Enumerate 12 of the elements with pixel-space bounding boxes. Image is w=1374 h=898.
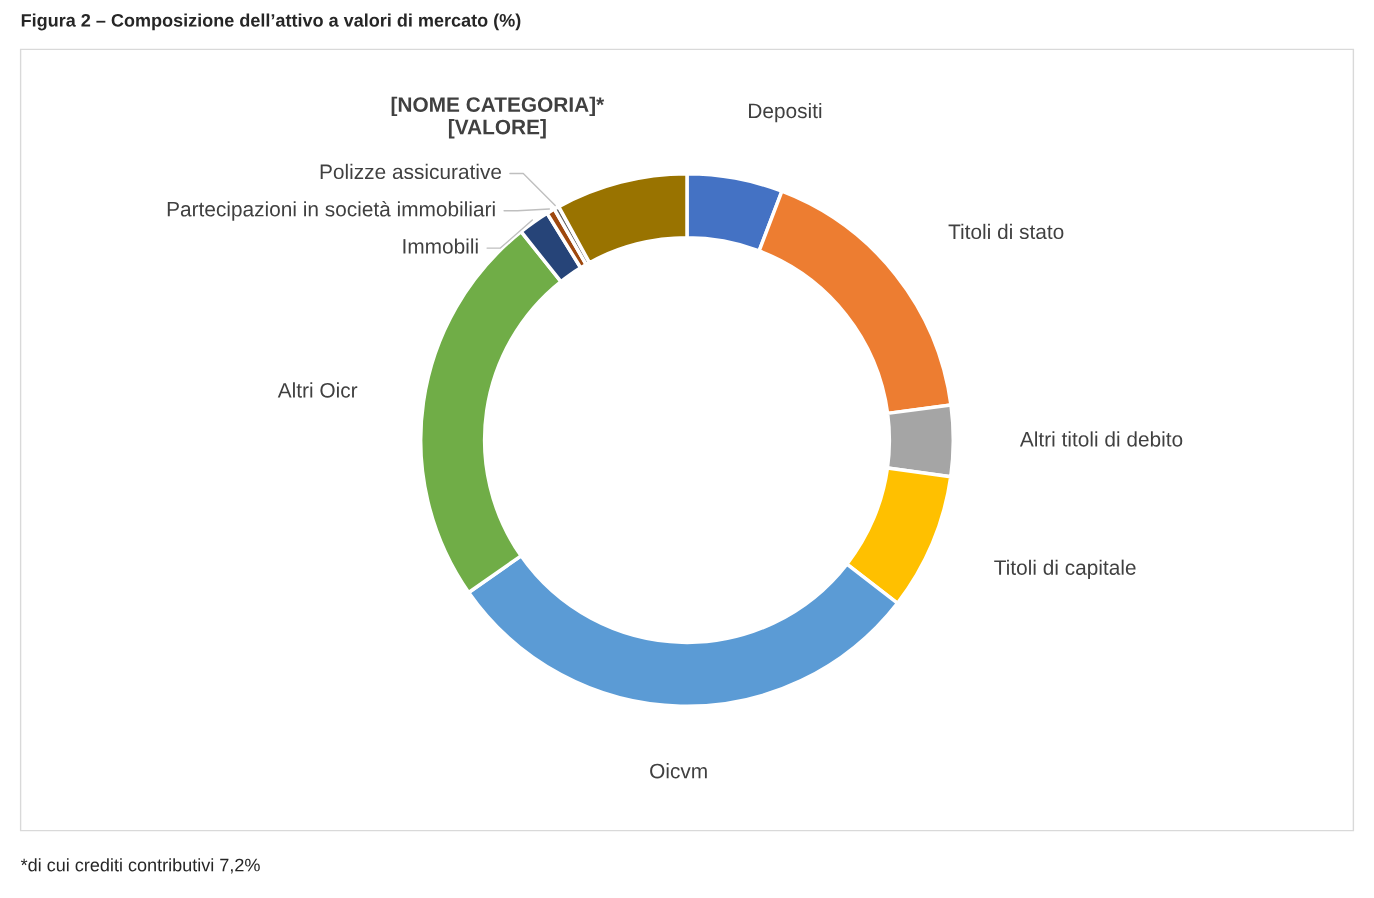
text: *di cui crediti contributivi 7,2%: [20, 858, 260, 874]
slice-label: Altri titoli di debito: [1019, 431, 1183, 447]
slice-label: Titoli di stato: [948, 223, 1064, 240]
slice-label: Depositi: [749, 102, 822, 123]
slice-label: [NOME CATEGORIA]* [VALORE]: [391, 96, 605, 139]
slice-label: Oicvm: [650, 763, 707, 779]
chart-title: Figura 2 – Composizione dell’attivo a valori di mercato (%): [21, 13, 521, 31]
slice-label: Partecipazioni in società immobiliari: [167, 200, 495, 221]
slice-label: Immobili: [403, 238, 478, 254]
slice-label: Altri Oicr: [277, 382, 358, 398]
slice-label: Titoli di capitale: [994, 559, 1136, 580]
slice-label: Polizze assicurative: [320, 163, 502, 180]
